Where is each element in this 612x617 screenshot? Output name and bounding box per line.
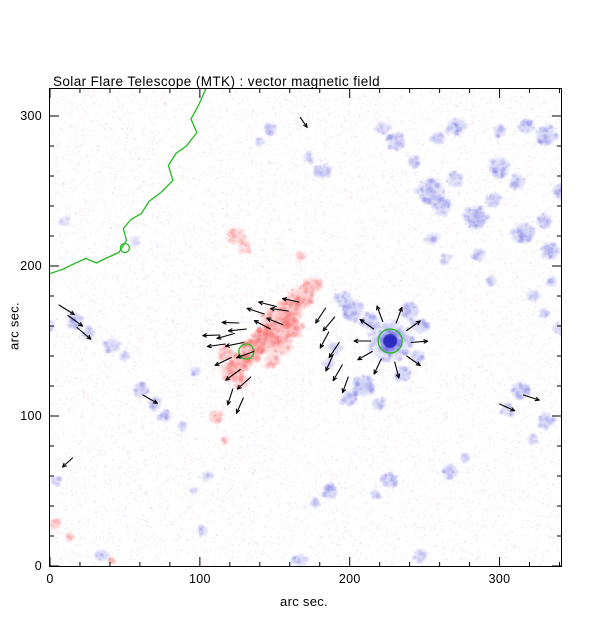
- axis-ticks: [50, 89, 561, 566]
- x-tick-label: 300: [488, 572, 511, 586]
- y-tick-label: 300: [20, 109, 42, 123]
- y-tick-label: 0: [34, 559, 42, 573]
- plot-overlay: [50, 89, 561, 566]
- x-tick-label: 200: [338, 572, 361, 586]
- y-tick-label: 200: [20, 259, 42, 273]
- magnetogram-canvas: [50, 89, 561, 566]
- figure-title: Solar Flare Telescope (MTK) : vector mag…: [53, 74, 381, 89]
- x-axis-label: arc sec.: [280, 594, 328, 609]
- x-tick-label: 0: [46, 572, 54, 586]
- y-tick-label: 100: [20, 409, 42, 423]
- green-contours: [50, 89, 403, 360]
- magnetic-vectors: [58, 116, 540, 468]
- y-axis-label: arc sec.: [6, 302, 22, 350]
- plot-area: 0 100 200 300 0 100 200 300: [20, 88, 562, 586]
- x-tick-label: 100: [188, 572, 211, 586]
